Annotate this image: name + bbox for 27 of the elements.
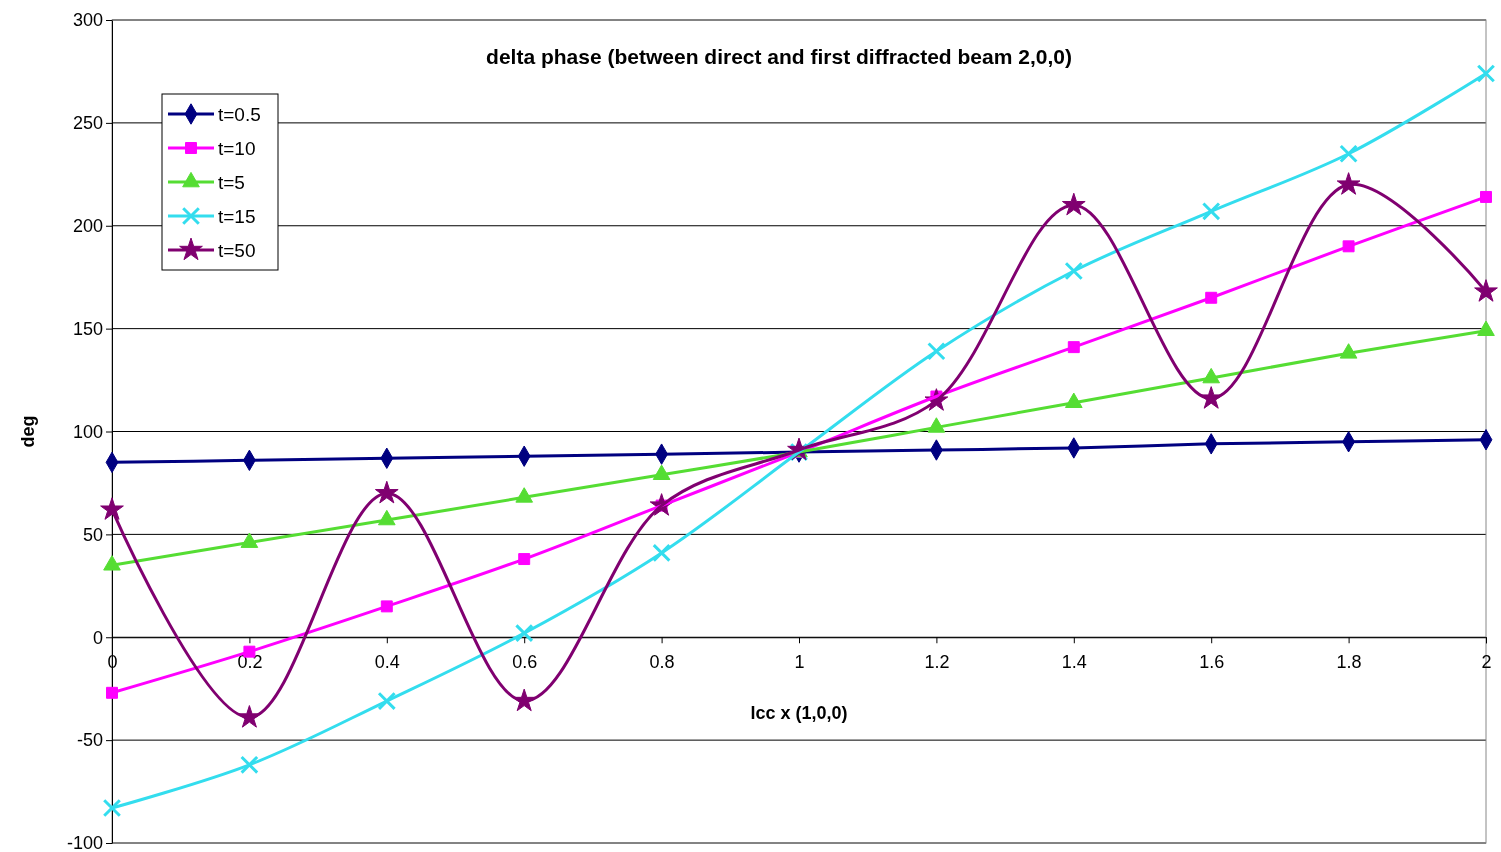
x-tick-label: 1 [794,651,805,672]
y-tick-label: -100 [66,833,103,852]
x-tick-label: 0.2 [237,651,263,672]
x-tick-label: 1.4 [1061,651,1087,672]
x-axis-title: lcc x (1,0,0) [750,703,848,724]
y-tick-label: 50 [82,524,103,545]
y-axis-title: deg [18,415,38,448]
legend-label: t=50 [218,240,256,261]
x-tick-label: 1.2 [924,651,950,672]
legend-label: t=15 [218,206,256,227]
x-tick-label: 0.8 [649,651,675,672]
y-tick-label: 200 [72,216,103,237]
x-tick-label: 0.4 [374,651,400,672]
legend-label: t=10 [218,138,256,159]
y-tick-label: 150 [72,318,103,339]
y-tick-label: 100 [72,421,103,442]
legend-label: t=5 [218,172,245,193]
y-tick-label: -50 [76,730,103,751]
text: delta phase (between direct and first diffracted beam 2,0,0) [486,45,1072,68]
y-tick-label: 0 [92,627,103,648]
x-tick-label: 0.6 [512,651,538,672]
y-tick-label: 300 [72,10,103,31]
legend-label: t=0.5 [218,104,261,125]
x-tick-label: 1.6 [1199,651,1225,672]
x-tick-label: 2 [1481,651,1492,672]
y-tick-label: 250 [72,113,103,134]
x-tick-label: 1.8 [1336,651,1362,672]
